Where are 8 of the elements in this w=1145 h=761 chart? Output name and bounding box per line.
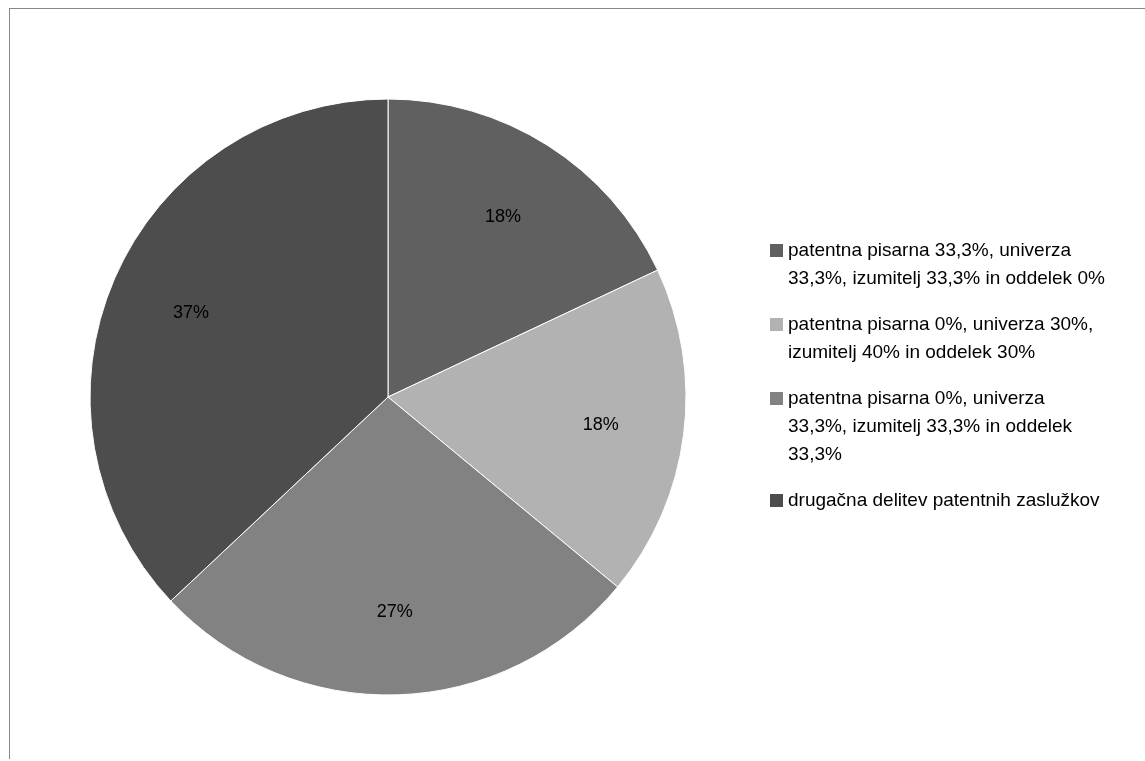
data-label: 18% bbox=[582, 413, 619, 434]
legend-label: patentna pisarna 0%, univerza 33,3%, izumitelj 33,3% in oddelek 33,3% bbox=[788, 386, 1074, 466]
data-label: 27% bbox=[376, 600, 413, 621]
data-label: 37% bbox=[173, 301, 210, 322]
legend-label: patentna pisarna 0%, univerza 30%, izumitelj 40% in oddelek 30% bbox=[788, 312, 1095, 364]
legend-label: patentna pisarna 33,3%, univerza 33,3%, izumitelj 33,3% in oddelek 0% bbox=[788, 238, 1105, 290]
data-label: 18% bbox=[484, 205, 521, 226]
legend-label: drugačna delitev patentnih zaslužkov bbox=[788, 488, 1100, 512]
